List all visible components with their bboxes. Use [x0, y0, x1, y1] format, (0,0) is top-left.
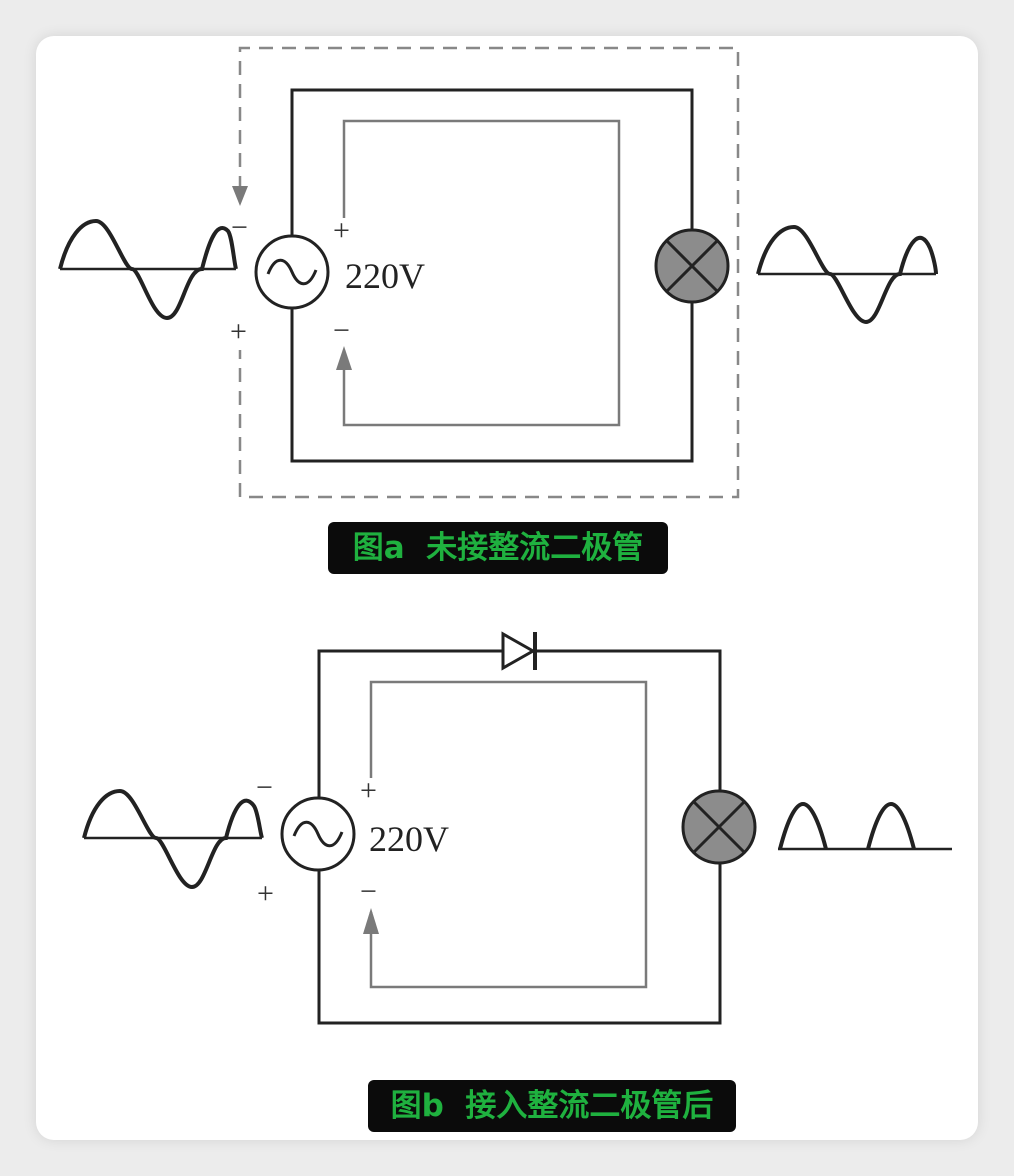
sine-wave-icon: [82, 788, 264, 890]
caption-figure-b: 图b 接入整流二极管后: [368, 1080, 736, 1132]
inner-current-path: [342, 119, 621, 427]
current-arrow-icon: [232, 186, 248, 206]
half-wave-icon: [778, 801, 952, 851]
current-arrow-icon: [363, 908, 379, 934]
figure-a: − + + − 220V: [58, 46, 938, 499]
inner-top-sign: +: [333, 214, 350, 247]
ac-source-icon: [254, 234, 330, 310]
inner-top-sign: +: [360, 774, 377, 807]
diode-icon: [498, 631, 538, 671]
figure-card: [36, 36, 978, 1140]
source-top-sign: −: [256, 771, 273, 804]
dashed-current-path: [238, 46, 740, 499]
lamp-icon: [654, 228, 730, 304]
voltage-label: 220V: [345, 256, 425, 296]
figure-b: − + + − 220V: [82, 631, 952, 1025]
sine-wave-icon: [756, 224, 938, 325]
source-bottom-sign: +: [257, 877, 274, 910]
caption-figure-a: 图a 未接整流二极管: [328, 522, 668, 574]
source-top-sign: −: [231, 211, 248, 244]
inner-current-path: [369, 680, 648, 989]
current-arrow-icon: [336, 346, 352, 370]
lamp-icon: [681, 789, 757, 865]
ac-source-icon: [280, 796, 356, 872]
sine-wave-icon: [58, 218, 238, 321]
voltage-label: 220V: [369, 819, 449, 859]
inner-bottom-sign: −: [360, 875, 377, 908]
inner-bottom-sign: −: [333, 314, 350, 347]
source-bottom-sign: +: [230, 315, 247, 348]
